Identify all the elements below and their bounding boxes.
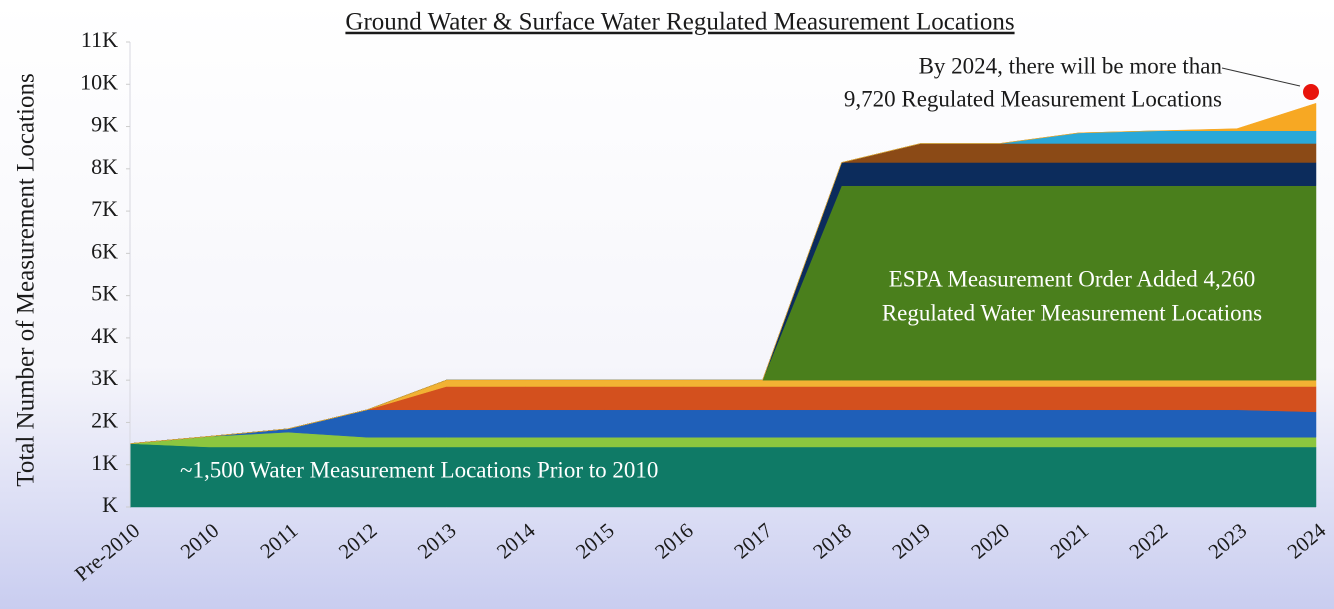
y-tick-label: 10K [80,69,118,94]
y-tick-label: 7K [91,196,118,221]
area-layer [129,102,1317,444]
chart-title: Ground Water & Surface Water Regulated M… [345,9,1014,36]
y-tick-label: 3K [91,365,118,390]
y-axis-label: Total Number of Measurement Locations [13,73,40,486]
y-tick-label: K [102,492,118,517]
annotation: ESPA Measurement Order Added 4,260 [889,266,1255,291]
y-tick-label: 4K [91,323,118,348]
y-tick-label: 8K [91,154,118,179]
y-tick-label: 2K [91,408,118,433]
annotation: 9,720 Regulated Measurement Locations [844,86,1222,111]
y-tick-label: 1K [91,450,118,475]
annotation: By 2024, there will be more than [919,53,1223,78]
y-tick-label: 11K [81,27,118,52]
plot [129,102,1317,508]
y-tick-label: 5K [91,281,118,306]
callout-dot [1303,84,1319,100]
annotation: Regulated Water Measurement Locations [882,300,1262,325]
y-tick-label: 6K [91,238,118,263]
y-tick-label: 9K [91,112,118,137]
callout-line [1221,67,1301,87]
annotation: ~1,500 Water Measurement Locations Prior… [180,457,658,482]
